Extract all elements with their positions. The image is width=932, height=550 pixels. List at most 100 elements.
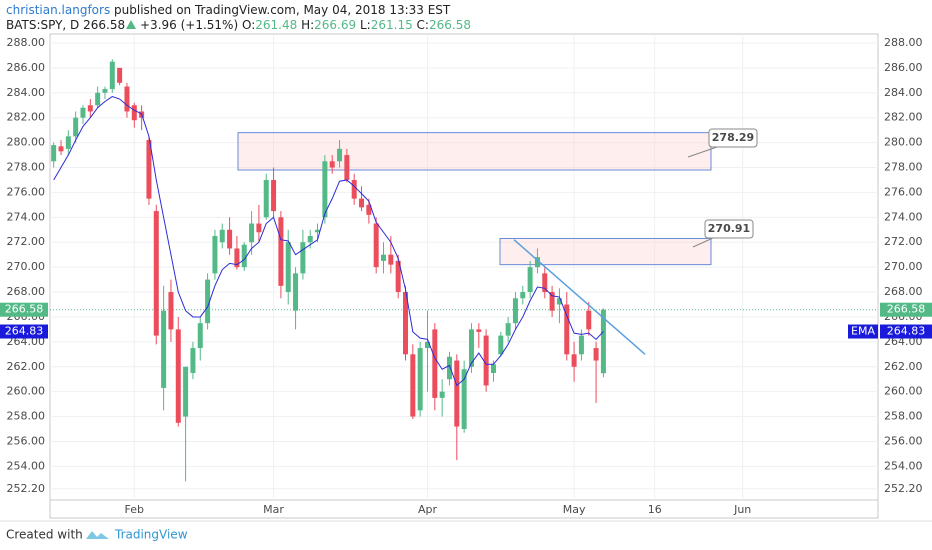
candle-body (373, 223, 379, 268)
candle-body (403, 292, 409, 355)
candle-body (586, 310, 592, 330)
y-tick-label-right: 252.20 (884, 482, 923, 495)
header-line-2: BATS:SPY, D 266.58 (6, 18, 125, 32)
candle-body (534, 257, 540, 268)
x-tick-label: Feb (125, 503, 144, 516)
candle-body (381, 254, 387, 261)
ema-name: EMA (851, 325, 875, 338)
y-tick-label-right: 278.00 (884, 161, 923, 174)
y-tick-label-left: 252.20 (7, 482, 46, 495)
candle-body (124, 86, 130, 112)
candle-body (285, 242, 291, 293)
candle-body (395, 260, 401, 293)
y-tick-label-right: 262.00 (884, 360, 923, 373)
candle-body (293, 273, 299, 311)
candle-body (366, 204, 372, 215)
y-tick-label-left: 288.00 (7, 36, 46, 49)
x-tick-label: Apr (418, 503, 438, 516)
high: 266.69 (314, 18, 356, 32)
candle-body (183, 366, 189, 417)
candle-body (542, 273, 548, 293)
y-tick-label-right: 254.00 (884, 459, 923, 472)
y-tick-label-right: 268.00 (884, 285, 923, 298)
callout-label: 278.29 (712, 131, 754, 144)
brand-logo (86, 531, 109, 539)
candle-body (205, 279, 211, 324)
candle-body (520, 292, 526, 299)
open: 261.48 (255, 18, 297, 32)
close: 266.58 (429, 18, 471, 32)
y-tick-label-right: 274.00 (884, 210, 923, 223)
candle-body (212, 236, 218, 274)
candle-body (351, 179, 357, 199)
candle-body (197, 323, 203, 349)
candle-body (190, 348, 196, 373)
candle-body (175, 329, 181, 423)
h-label: H: (301, 18, 314, 32)
candle-body (344, 155, 350, 180)
candle-body (337, 148, 343, 162)
candle-body (498, 335, 504, 355)
header-ohlc: +3.96 (+1.51%) O:261.48 H:266.69 L:261.1… (140, 18, 471, 32)
candle-body (168, 292, 174, 330)
candle-body (578, 335, 584, 355)
y-tick-label-left: 260.00 (7, 385, 46, 398)
last-price: 266.58 (83, 18, 125, 32)
candle-body (454, 360, 460, 427)
ema-name-box (848, 324, 878, 339)
candle-body (315, 229, 321, 233)
candle-body (571, 354, 577, 367)
plot-frame (49, 33, 879, 519)
last-price-box (0, 302, 48, 317)
y-tick-label-left: 274.00 (7, 210, 46, 223)
last-price-label: 266.58 (887, 303, 926, 316)
candle-body (234, 248, 240, 268)
ema-price-label: 264.83 (5, 325, 44, 338)
candle-body (161, 310, 167, 388)
candle-body (483, 335, 489, 386)
candle-body (80, 107, 86, 118)
y-tick-label-left: 256.00 (7, 434, 46, 447)
callout-label: 270.91 (708, 222, 750, 235)
candle-body (527, 267, 533, 293)
candle-body (227, 229, 233, 249)
symbol: BATS:SPY, D (6, 18, 79, 32)
ema-line (53, 95, 604, 387)
o-label: O: (242, 18, 255, 32)
candle-body (51, 145, 57, 162)
y-tick-label-right: 256.00 (884, 434, 923, 447)
candle-body (556, 298, 562, 305)
y-tick-label-left: 254.00 (7, 459, 46, 472)
candle-body (329, 161, 335, 168)
last-price-box (880, 302, 932, 317)
candle-body (73, 117, 79, 137)
candle-body (439, 391, 445, 398)
candle-body (146, 140, 152, 199)
y-tick-label-right: 276.00 (884, 185, 923, 198)
y-tick-label-right: 258.00 (884, 410, 923, 423)
y-tick-label-right: 260.00 (884, 385, 923, 398)
candle-body (424, 341, 430, 349)
author[interactable]: christian.langfors (6, 3, 110, 17)
candle-body (256, 223, 262, 233)
y-tick-label-right: 282.00 (884, 111, 923, 124)
candle-body (432, 329, 438, 398)
y-tick-label-left: 280.00 (7, 136, 46, 149)
candle-body (249, 223, 255, 243)
trend-line (513, 239, 646, 355)
y-tick-label-left: 278.00 (7, 161, 46, 174)
candle-body (58, 146, 64, 152)
candle-body (307, 236, 313, 243)
y-tick-label-left: 258.00 (7, 410, 46, 423)
zone-rect (237, 132, 712, 171)
candle-body (87, 105, 93, 112)
footer-brand[interactable]: TradingView (114, 528, 188, 542)
candle-body (271, 179, 277, 212)
footer-created: Created with (6, 528, 83, 542)
candle-body (446, 356, 452, 380)
candle-body (476, 329, 482, 332)
candle-body (600, 309, 606, 374)
y-tick-label-right: 284.00 (884, 86, 923, 99)
candle-body (564, 304, 570, 355)
